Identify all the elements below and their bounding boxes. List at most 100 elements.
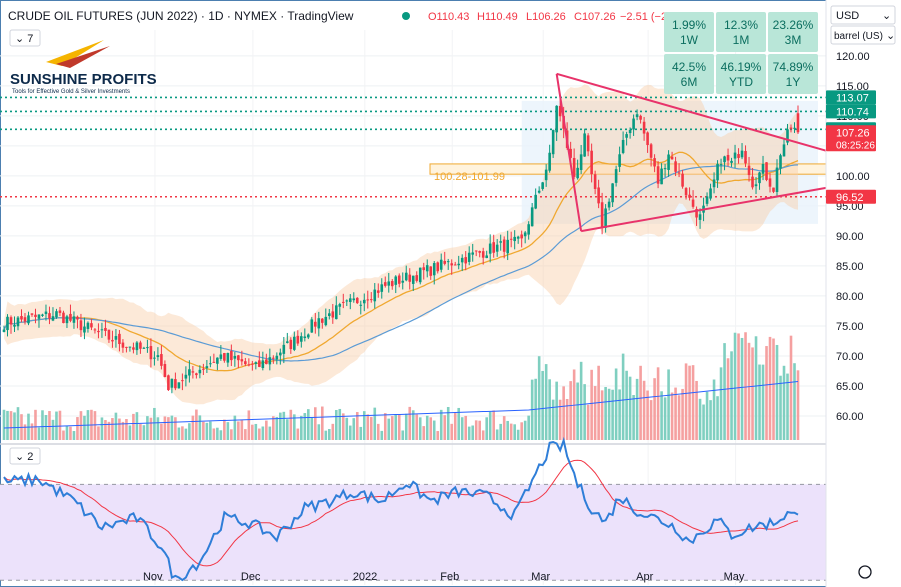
volume-bar: [401, 430, 405, 440]
candle-body: [408, 274, 412, 282]
volume-bar: [188, 423, 191, 440]
volume-bar: [649, 400, 653, 440]
volume-bar: [439, 409, 443, 440]
candle-body: [775, 167, 779, 193]
time-tick-label: Apr: [636, 571, 653, 583]
candle-body: [457, 263, 461, 266]
market-status-icon: [402, 12, 410, 20]
price-tag-label: 110.74: [836, 106, 869, 118]
unit-select[interactable]: [830, 25, 896, 45]
candle-body: [51, 316, 55, 321]
chart-title: CRUDE OIL FUTURES (JUN 2022) · 1D · NYME…: [8, 9, 354, 23]
volume-bar: [467, 426, 471, 440]
candle-body: [195, 373, 198, 376]
candle-body: [758, 172, 761, 184]
volume-bar: [324, 430, 328, 440]
volume-bar: [429, 417, 433, 440]
logo-tagline: Tools for Effective Gold & Silver Invest…: [12, 89, 130, 95]
ohlc-open: O110.43: [428, 11, 469, 23]
volume-bar: [520, 422, 523, 440]
candle-body: [83, 326, 86, 333]
performance-value: 23.26%: [773, 18, 814, 32]
candle-body: [135, 342, 139, 351]
candle-body: [191, 371, 195, 373]
rsi-toggle[interactable]: [9, 447, 41, 465]
candle-body: [97, 330, 100, 333]
volume-bar: [775, 344, 779, 440]
candle-body: [9, 317, 13, 325]
candle-body: [740, 150, 744, 158]
volume-bar: [404, 413, 408, 440]
candle-body: [2, 329, 6, 332]
volume-bar: [167, 417, 170, 440]
volume-bar: [314, 407, 317, 440]
volume-bar: [97, 426, 100, 440]
candle-body: [244, 361, 247, 365]
candle-body: [362, 299, 366, 304]
volume-bar: [279, 412, 282, 440]
candle-body: [611, 183, 614, 203]
volume-bar: [247, 410, 251, 440]
ohlc-close: C107.26: [574, 11, 616, 23]
candle-body: [779, 155, 782, 169]
candle-body: [453, 264, 457, 266]
candle-body: [590, 150, 593, 175]
candle-body: [48, 313, 51, 319]
volume-bar: [555, 381, 558, 440]
candle-body: [705, 196, 709, 204]
volume-bar: [376, 423, 380, 440]
volume-bar: [383, 413, 387, 440]
candle-body: [338, 304, 342, 307]
performance-cell: [716, 12, 766, 52]
candle-body: [509, 238, 513, 240]
candle-body: [177, 382, 181, 389]
volume-bar: [737, 333, 740, 440]
candle-body: [523, 232, 527, 237]
volume-bar: [471, 425, 475, 440]
ma-50-line: [3, 164, 799, 362]
candle-body: [100, 329, 104, 331]
performance-cell: [664, 12, 714, 52]
candle-body: [128, 346, 132, 348]
candle-body: [341, 301, 345, 303]
volume-bar: [593, 386, 597, 440]
volume-bar: [653, 378, 656, 440]
candle-body: [544, 169, 548, 181]
indicators-toggle[interactable]: [9, 29, 41, 47]
candle-body: [132, 347, 135, 350]
candle-body: [793, 127, 796, 129]
volume-bar: [9, 411, 13, 440]
price-tick-label: 60.00: [836, 411, 864, 423]
candle-body: [380, 284, 384, 292]
volume-bar: [667, 369, 670, 440]
candle-body: [307, 334, 310, 338]
candle-body: [142, 347, 146, 349]
volume-bar: [286, 419, 289, 440]
candle-body: [663, 168, 667, 170]
volume-bar: [149, 417, 153, 440]
candle-body: [786, 129, 789, 143]
candle-body: [691, 199, 695, 207]
chevron-down-icon: ⌄: [886, 30, 895, 42]
candle-body: [712, 179, 716, 188]
volume-bar: [481, 430, 485, 440]
candle-body: [198, 369, 202, 374]
candle-body: [558, 105, 562, 117]
settings-gear-icon[interactable]: [858, 565, 872, 579]
candle-body: [345, 300, 349, 302]
volume-bar: [740, 337, 744, 440]
candle-body: [653, 158, 656, 167]
candle-body: [593, 174, 597, 189]
candle-body: [429, 266, 433, 276]
volume-bar: [156, 417, 160, 440]
currency-select[interactable]: [830, 5, 896, 25]
volume-bar: [111, 418, 114, 440]
price-tick-label: 70.00: [836, 351, 864, 363]
volume-bar: [265, 420, 268, 440]
volume-bar: [681, 388, 684, 440]
volume-bar: [702, 404, 705, 440]
volume-bar: [397, 414, 401, 440]
volume-bar: [782, 365, 786, 440]
ohlc-low: L106.26: [526, 11, 566, 23]
